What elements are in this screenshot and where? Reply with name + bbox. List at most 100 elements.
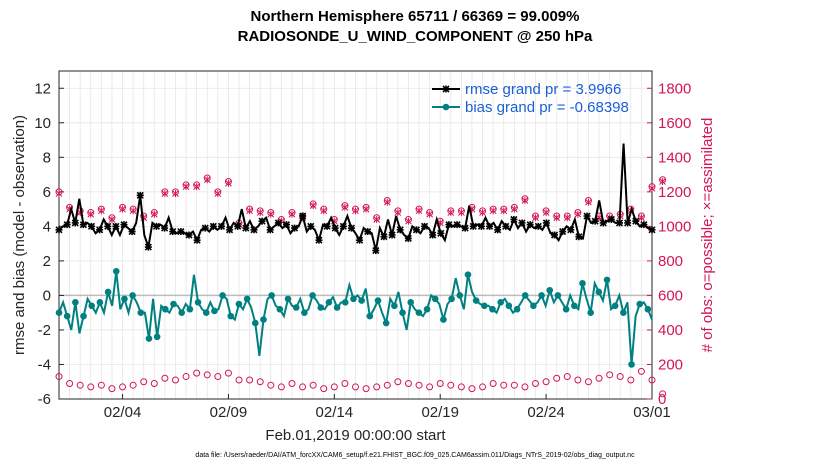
bias-point [570, 302, 578, 310]
bias-point [423, 305, 431, 313]
y-tick-label: 0 [43, 287, 51, 304]
obs-assimilated-marker [193, 183, 201, 191]
obs-assimilated-marker [659, 177, 666, 185]
x-tick-label: 02/09 [210, 404, 248, 421]
rmse-point [161, 224, 169, 232]
obs-assimilated-marker [341, 203, 349, 211]
rmse-point [380, 233, 388, 241]
obs-assimilated-marker [150, 210, 158, 218]
rmse-point [331, 224, 339, 232]
y-tick-label: 6 [43, 184, 51, 201]
bias-point [382, 319, 390, 327]
y2-tick-label: 1800 [658, 80, 691, 97]
y2-tick-label: 600 [658, 287, 683, 304]
obs-possible-marker [203, 371, 211, 379]
obs-possible-marker [235, 376, 243, 384]
rmse-point [583, 212, 591, 220]
rmse-point [120, 221, 128, 229]
bias-point [521, 292, 529, 299]
bias-point [341, 299, 349, 306]
bias-point [350, 295, 357, 303]
obs-possible-marker [267, 381, 275, 389]
rmse-point [234, 222, 242, 230]
bias-point [301, 309, 308, 316]
y-tick-label: 8 [43, 149, 51, 166]
obs-assimilated-marker [172, 190, 179, 198]
obs-possible-marker [383, 381, 391, 389]
obs-possible-marker [415, 381, 423, 389]
y2-tick-label: 1600 [658, 115, 691, 132]
rmse-point [169, 227, 177, 236]
obs-possible-marker [330, 383, 338, 391]
obs-possible-marker [309, 381, 317, 389]
bias-point [620, 309, 627, 316]
rmse-point [217, 222, 226, 230]
rmse-point [291, 224, 299, 232]
rmse-point [526, 221, 534, 229]
rmse-point [632, 217, 640, 225]
obs-possible-marker [648, 376, 656, 384]
bias-point [546, 286, 554, 294]
rmse-point [567, 226, 575, 234]
rmse-point [607, 215, 615, 224]
obs-possible-marker [341, 379, 349, 387]
rmse-point [323, 222, 331, 230]
bias-point [587, 309, 594, 316]
y2-tick-label: 400 [658, 322, 683, 339]
obs-assimilated-marker [267, 210, 275, 218]
bias-point [644, 305, 652, 313]
bias-point [333, 304, 341, 311]
bias-point [636, 300, 644, 308]
rmse-point [339, 222, 347, 230]
obs-possible-marker [171, 376, 179, 384]
rmse-point [510, 215, 518, 224]
obs-assimilated-marker [574, 210, 582, 218]
obs-assimilated-marker [648, 184, 656, 192]
bias-point [252, 319, 259, 327]
obs-assimilated-marker [585, 198, 592, 206]
rmse-point [461, 224, 469, 232]
rmse-point [469, 222, 477, 230]
y-tick-label: 12 [34, 80, 51, 97]
obs-assimilated-marker [383, 198, 391, 206]
bias-point [628, 361, 635, 368]
obs-possible-marker [479, 383, 487, 391]
obs-possible-marker [563, 373, 571, 381]
rmse-point [640, 221, 648, 229]
y-tick-label: 2 [43, 253, 51, 270]
bias-point [391, 302, 398, 310]
bias-point [178, 309, 185, 316]
bias-point [407, 299, 415, 306]
rmse-point [185, 231, 193, 239]
rmse-point [477, 222, 485, 230]
bias-point [55, 309, 63, 316]
bias-point [317, 304, 325, 311]
obs-assimilated-marker [87, 210, 95, 218]
obs-possible-marker [595, 374, 603, 382]
rmse-point [648, 226, 656, 234]
obs-assimilated-marker [373, 215, 381, 223]
bias-point [472, 297, 480, 304]
rmse-point [209, 222, 217, 230]
rmse-point [266, 226, 274, 234]
bias-point [562, 305, 570, 313]
obs-assimilated-marker [108, 215, 116, 223]
obs-assimilated-marker [98, 207, 105, 215]
bias-point [603, 276, 611, 284]
obs-assimilated-marker [161, 190, 169, 198]
obs-assimilated-marker [320, 207, 328, 215]
bias-point [579, 280, 586, 287]
obs-possible-marker [584, 378, 592, 386]
obs-assimilated-marker [479, 209, 486, 217]
rmse-point [624, 219, 632, 227]
rmse-point [534, 222, 542, 230]
obs-assimilated-marker [542, 209, 550, 217]
obs-possible-marker [659, 390, 667, 398]
obs-possible-marker [97, 381, 105, 389]
bias-point [260, 316, 267, 323]
x-tick-label: 02/04 [104, 404, 142, 421]
x-tick-label: 02/24 [527, 404, 565, 421]
obs-assimilated-marker [288, 210, 296, 218]
bias-point [284, 295, 292, 303]
